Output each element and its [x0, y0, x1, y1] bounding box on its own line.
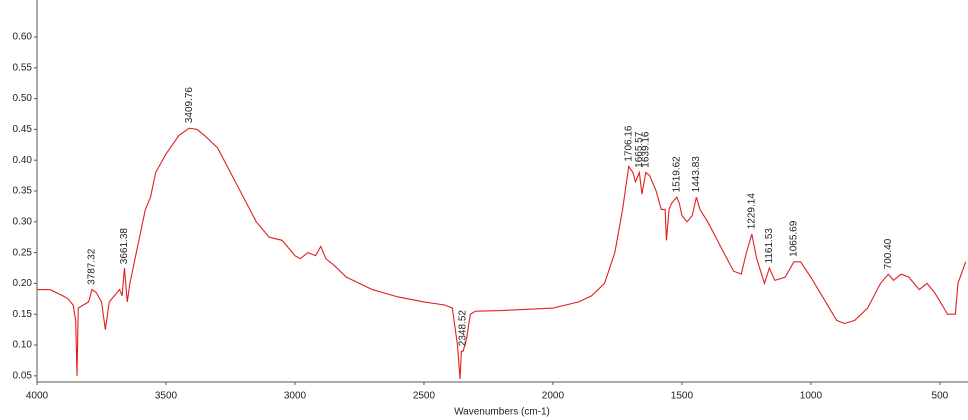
- y-tick-label: 0.25: [13, 247, 33, 258]
- peak-label: 3787.32: [87, 248, 98, 285]
- peak-label: 1443.83: [691, 156, 702, 193]
- peak-label: 700.40: [883, 238, 894, 269]
- peak-label: 1161.53: [764, 228, 775, 264]
- peak-label: 3661.38: [119, 228, 130, 265]
- spectrum-line: [37, 127, 967, 379]
- peak-label: 1706.16: [623, 125, 634, 162]
- peak-label: 1065.69: [789, 220, 800, 257]
- y-tick-label: 0.60: [13, 32, 33, 43]
- x-tick-label: 2500: [413, 391, 436, 402]
- y-tick-label: 0.20: [13, 278, 33, 289]
- y-tick-label: 0.15: [13, 309, 33, 320]
- x-tick-label: 500: [932, 391, 949, 402]
- x-tick-label: 2000: [542, 391, 565, 402]
- y-tick-label: 0.45: [13, 124, 33, 135]
- x-tick-label: 1500: [671, 391, 694, 402]
- peak-label: 1639.16: [641, 131, 652, 168]
- x-tick-label: 3000: [284, 391, 307, 402]
- x-tick-label: 3500: [155, 391, 178, 402]
- peak-label: 2348.52: [458, 310, 469, 347]
- y-tick-label: 0.50: [13, 93, 33, 104]
- y-tick-label: 0.40: [13, 155, 33, 166]
- y-tick-label: 0.55: [13, 62, 33, 73]
- peak-label: 1229.14: [746, 193, 757, 230]
- peak-label: 1519.62: [671, 156, 682, 193]
- y-tick-label: 0.05: [13, 370, 33, 381]
- x-axis-label: Wavenumbers (cm-1): [454, 407, 550, 418]
- peak-label: 1665.57: [634, 131, 645, 168]
- y-tick-label: 0.35: [13, 186, 33, 197]
- x-tick-label: 4000: [26, 391, 49, 402]
- y-tick-label: 0.30: [13, 216, 33, 227]
- peak-label: 3409.76: [184, 87, 195, 124]
- x-tick-label: 1000: [800, 391, 823, 402]
- y-tick-label: 0.10: [13, 340, 33, 351]
